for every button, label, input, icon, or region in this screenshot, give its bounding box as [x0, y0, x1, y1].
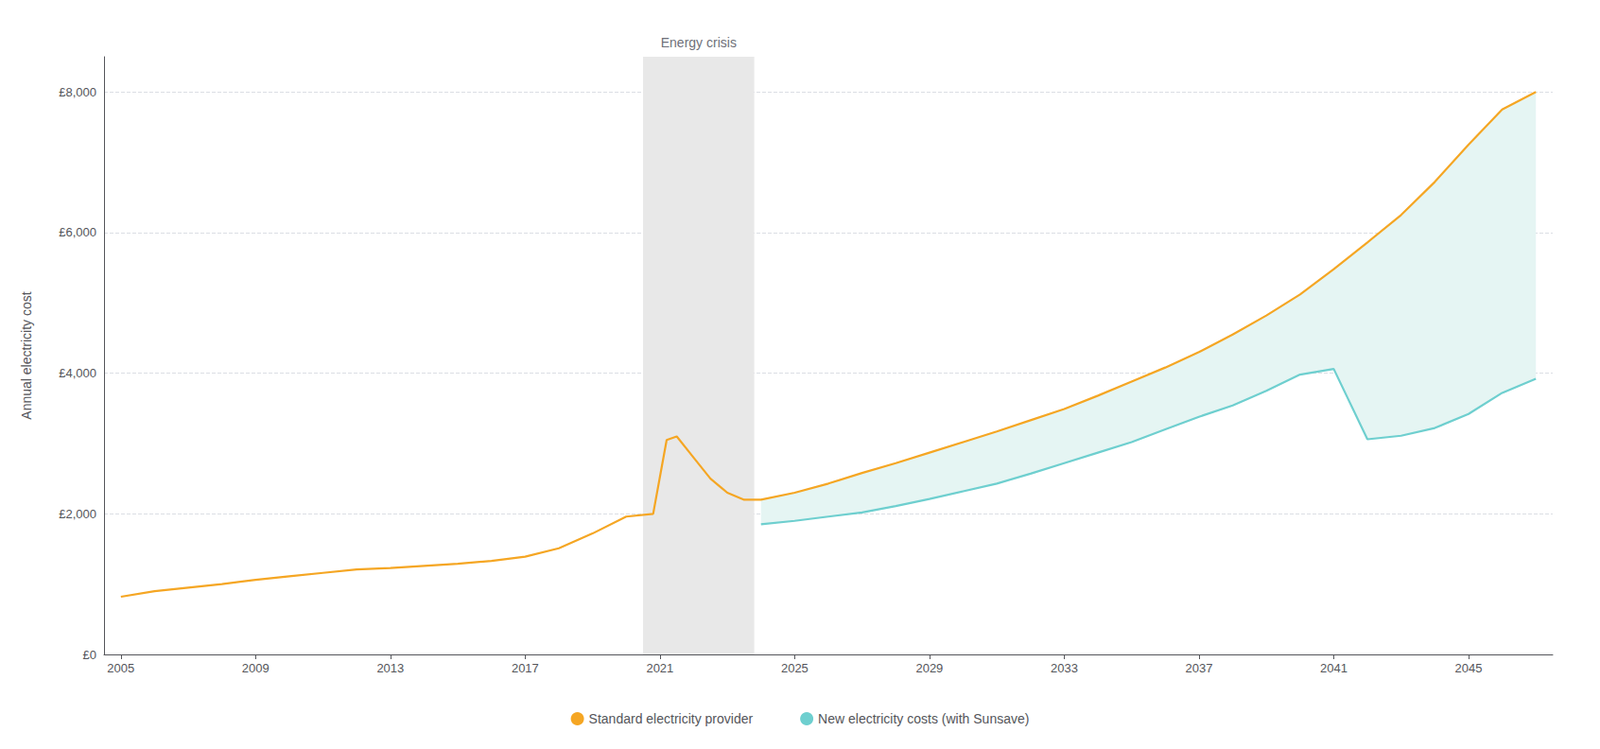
svg-text:£8,000: £8,000: [58, 85, 97, 100]
svg-text:2013: 2013: [376, 660, 404, 676]
svg-text:2005: 2005: [106, 660, 135, 676]
svg-text:Energy crisis: Energy crisis: [660, 34, 737, 51]
svg-text:£2,000: £2,000: [58, 506, 97, 522]
svg-text:2025: 2025: [781, 660, 809, 676]
svg-text:2029: 2029: [915, 660, 943, 676]
svg-text:2033: 2033: [1050, 660, 1079, 676]
svg-text:New electricity costs (with Su: New electricity costs (with Sunsave): [817, 711, 1029, 727]
svg-text:2017: 2017: [511, 660, 540, 676]
svg-text:2041: 2041: [1320, 660, 1348, 676]
svg-text:£6,000: £6,000: [58, 225, 97, 240]
svg-text:2009: 2009: [242, 660, 270, 676]
svg-text:£0: £0: [83, 647, 97, 662]
svg-text:2021: 2021: [645, 660, 674, 676]
svg-text:£4,000: £4,000: [58, 365, 97, 381]
svg-text:Annual electricity cost: Annual electricity cost: [18, 291, 35, 420]
svg-text:2037: 2037: [1184, 660, 1213, 676]
svg-text:2045: 2045: [1454, 660, 1482, 676]
svg-text:Standard electricity provider: Standard electricity provider: [589, 711, 754, 727]
